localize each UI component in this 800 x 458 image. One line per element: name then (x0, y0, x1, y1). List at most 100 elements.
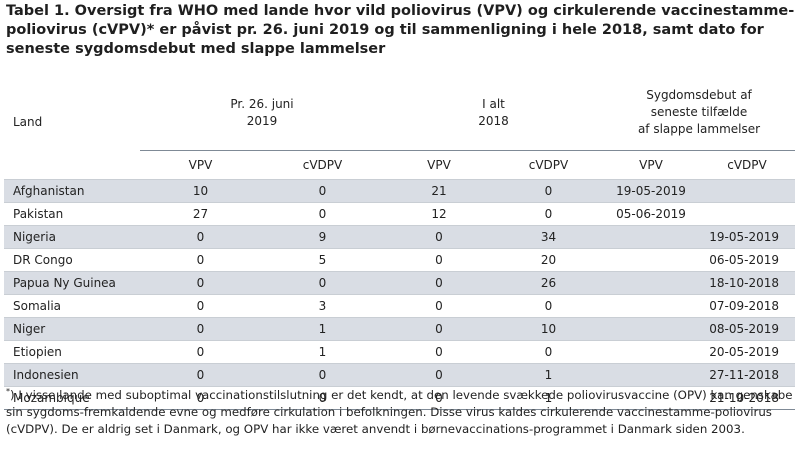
table-row: Papua Ny Guinea 0 0 0 26 18-10-2018 (4, 270, 795, 294)
cvdpv-2019-cell: 0 (261, 385, 384, 410)
cvdpv-2018-cell: 10 (494, 316, 603, 340)
debut-vpv-cell (603, 385, 699, 410)
vpv-2019-cell: 0 (140, 362, 261, 386)
table-body: Afghanistan 10 0 21 0 19-05-2019 Pakistan 27 0 12… (4, 178, 795, 410)
header-group-2018-line1: I alt (482, 96, 505, 111)
cvdpv-2019-cell: 5 (261, 247, 384, 271)
vpv-2019-cell: 10 (140, 178, 261, 202)
header-sub-vpv-2018: VPV (384, 149, 494, 179)
vpv-2018-cell: 0 (384, 270, 494, 294)
debut-vpv-cell: 19-05-2019 (603, 178, 699, 202)
footnote: *) I visse lande med suboptimal vaccinat… (6, 383, 794, 439)
country-cell: Pakistan (4, 201, 140, 225)
cvdpv-2018-cell: 34 (494, 224, 603, 248)
country-cell: Somalia (4, 293, 140, 317)
debut-vpv-cell (603, 247, 699, 271)
cvdpv-2019-cell: 0 (261, 178, 384, 202)
vpv-2018-cell: 21 (384, 178, 494, 202)
debut-vpv-cell (603, 362, 699, 386)
header-group-debut-line2: seneste tilfælde (650, 105, 748, 120)
debut-cvdpv-cell (699, 201, 795, 225)
header-land: Land (13, 114, 43, 129)
cvdpv-2018-cell: 20 (494, 247, 603, 271)
debut-vpv-cell (603, 224, 699, 248)
table-row: Nigeria 0 9 0 34 19-05-2019 (4, 224, 795, 248)
header-group-debut-line1: Sygdomsdebut af (646, 88, 752, 103)
cvdpv-2019-cell: 9 (261, 224, 384, 248)
country-cell: DR Congo (4, 247, 140, 271)
header-sub-cvdpv-2018: cVDPV (494, 149, 603, 179)
header-row-groups: Land Pr. 26. juni 2019 I alt 2018 Sygdom… (4, 76, 795, 150)
debut-cvdpv-cell: 19-05-2019 (699, 224, 795, 248)
header-group-2018: I alt 2018 (384, 76, 603, 150)
footnote-text: ) I visse lande med suboptimal vaccinati… (6, 387, 793, 437)
debut-cvdpv-cell: 07-09-2018 (699, 293, 795, 317)
header-sub-cvdpv-2019: cVDPV (261, 149, 384, 179)
vpv-2018-cell: 12 (384, 201, 494, 225)
header-sub-cvdpv-debut: cVDPV (699, 149, 795, 179)
header-group-debut: Sygdomsdebut af seneste tilfælde af slap… (603, 76, 795, 150)
header-row-subcolumns: VPV cVDPV VPV cVDPV VPV cVDPV (4, 149, 795, 179)
header-group-2019-line1: Pr. 26. juni (230, 96, 294, 111)
cvdpv-2019-cell: 0 (261, 270, 384, 294)
vpv-2019-cell: 0 (140, 224, 261, 248)
debut-vpv-cell (603, 339, 699, 363)
table-title: Tabel 1. Oversigt fra WHO med lande hvor… (6, 3, 795, 57)
debut-cvdpv-cell: 18-10-2018 (699, 270, 795, 294)
header-blank (4, 150, 140, 179)
table-row: DR Congo 0 5 0 20 06-05-2019 (4, 247, 795, 271)
footnote-marker: * (6, 387, 10, 396)
cvdpv-2018-cell: 1 (494, 362, 603, 386)
debut-cvdpv-cell: 08-05-2019 (699, 316, 795, 340)
vpv-2019-cell: 0 (140, 270, 261, 294)
country-cell: Etiopien (4, 339, 140, 363)
table-row: Etiopien 0 1 0 0 20-05-2019 (4, 339, 795, 363)
vpv-2019-cell: 27 (140, 201, 261, 225)
vpv-2018-cell: 0 (384, 339, 494, 363)
country-cell: Papua Ny Guinea (4, 270, 140, 294)
debut-vpv-cell (603, 293, 699, 317)
cvdpv-2018-cell: 0 (494, 178, 603, 202)
table-row: Niger 0 1 0 10 08-05-2019 (4, 316, 795, 340)
cvdpv-2018-cell: 0 (494, 339, 603, 363)
table-row: Indonesien 0 0 0 1 27-11-2018 (4, 362, 795, 386)
cvdpv-2019-cell: 1 (261, 339, 384, 363)
vpv-2019-cell: 0 (140, 293, 261, 317)
vpv-2019-cell: 0 (140, 247, 261, 271)
cvdpv-2018-cell: 26 (494, 270, 603, 294)
table-row: Somalia 0 3 0 0 07-09-2018 (4, 293, 795, 317)
debut-cvdpv-cell: 27-11-2018 (699, 362, 795, 386)
cvdpv-2018-cell: 1 (494, 385, 603, 410)
header-group-debut-line3: af slappe lammelser (637, 122, 761, 137)
header-sub-vpv-debut: VPV (603, 149, 699, 179)
vpv-2019-cell: 0 (140, 385, 261, 410)
vpv-2019-cell: 0 (140, 316, 261, 340)
debut-cvdpv-cell: 21-10-2018 (699, 385, 795, 410)
header-group-2018-line2: 2018 (478, 113, 509, 128)
vpv-2018-cell: 0 (384, 362, 494, 386)
country-cell: Niger (4, 316, 140, 340)
cvdpv-2019-cell: 0 (261, 362, 384, 386)
polio-table: Land Pr. 26. juni 2019 I alt 2018 Sygdom… (4, 76, 795, 410)
table-row: Afghanistan 10 0 21 0 19-05-2019 (4, 178, 795, 202)
header-group-2019-line2: 2019 (246, 113, 278, 128)
vpv-2018-cell: 0 (384, 293, 494, 317)
debut-cvdpv-cell (699, 178, 795, 202)
country-cell: Indonesien (4, 362, 140, 386)
vpv-2018-cell: 0 (384, 224, 494, 248)
table-row: Mozambique 0 0 0 1 21-10-2018 (4, 385, 795, 410)
vpv-2018-cell: 0 (384, 385, 494, 410)
debut-cvdpv-cell: 20-05-2019 (699, 339, 795, 363)
header-group-2019: Pr. 26. juni 2019 (140, 76, 384, 150)
country-cell: Afghanistan (4, 178, 140, 202)
cvdpv-2019-cell: 0 (261, 201, 384, 225)
cvdpv-2019-cell: 3 (261, 293, 384, 317)
vpv-2018-cell: 0 (384, 247, 494, 271)
debut-vpv-cell (603, 270, 699, 294)
country-cell: Nigeria (4, 224, 140, 248)
cvdpv-2019-cell: 1 (261, 316, 384, 340)
debut-cvdpv-cell: 06-05-2019 (699, 247, 795, 271)
debut-vpv-cell: 05-06-2019 (603, 201, 699, 225)
debut-vpv-cell (603, 316, 699, 340)
cvdpv-2018-cell: 0 (494, 201, 603, 225)
